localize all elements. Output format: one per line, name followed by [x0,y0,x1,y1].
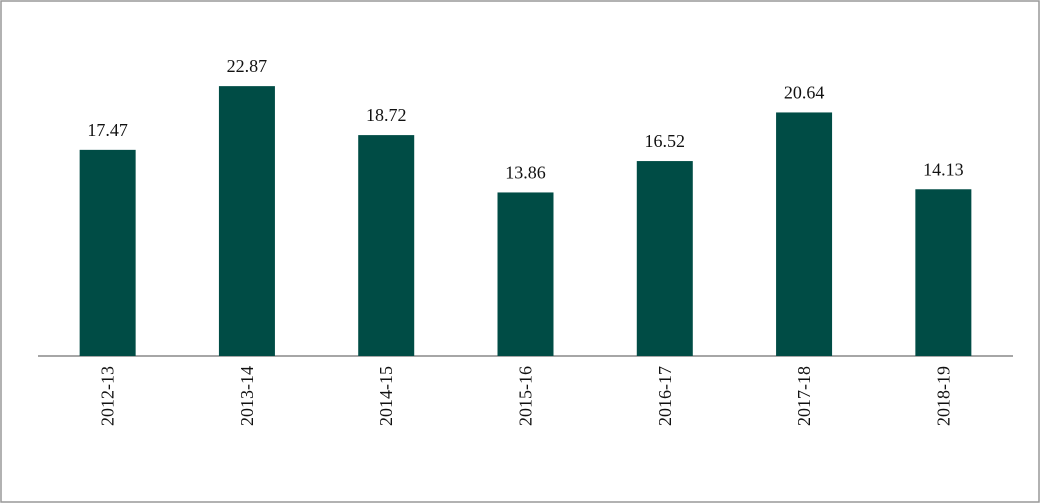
bar [358,135,415,356]
value-label: 17.47 [87,120,128,140]
x-tick-label: 2014-15 [376,366,396,426]
x-tick-label: 2017-18 [794,366,814,426]
x-tick-label: 2018-19 [933,366,953,426]
value-label: 13.86 [505,162,546,182]
value-label: 18.72 [366,105,407,125]
value-label: 20.64 [784,82,825,102]
bar [79,149,136,356]
value-label: 16.52 [645,131,686,151]
value-label: 14.13 [923,159,964,179]
x-tick-label: 2015-16 [516,366,536,426]
x-tick-label: 2013-14 [237,366,257,426]
x-tick-label: 2012-13 [98,366,118,426]
bar [218,86,275,356]
bar [636,161,693,356]
bar [497,192,554,356]
bar [776,112,833,356]
x-tick-label: 2016-17 [655,366,675,426]
value-label: 22.87 [227,56,268,76]
bar [915,189,972,356]
